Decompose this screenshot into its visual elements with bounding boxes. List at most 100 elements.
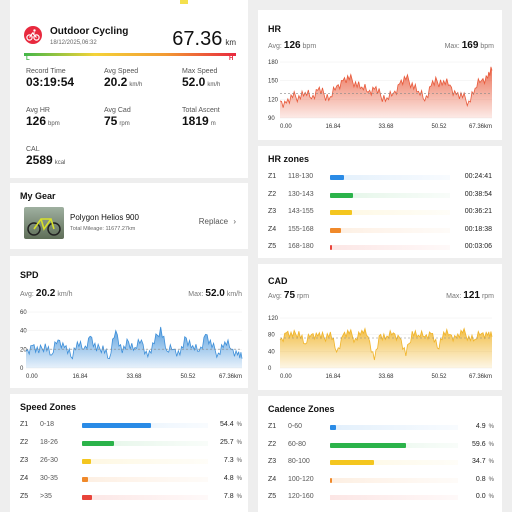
stat-value: 52.0 [182, 75, 206, 89]
cadence-zones-title: Cadence Zones [268, 404, 335, 414]
hr-x-tick-label: 67.36km [469, 124, 492, 130]
zone-value: 4.9% [476, 423, 494, 430]
stat-value: 20.2 [104, 75, 128, 89]
zone-value: 25.7% [220, 439, 242, 446]
intensity-gradient-bar [24, 53, 236, 56]
stat-label: Total Ascent [182, 107, 220, 114]
hr-x-tick-label: 33.68 [378, 124, 394, 130]
stat-value: 126 [26, 114, 47, 128]
zone-row-z1: Z1 0-60 4.9% [268, 422, 494, 434]
zone-value-number: 0.8 [475, 475, 486, 483]
zone-value-unit: % [488, 424, 494, 430]
zone-name: Z5 [268, 243, 277, 250]
cadence-x-tick-label: 50.52 [431, 374, 447, 380]
distance-value: 67.36 km [172, 28, 236, 51]
zone-bar-track [330, 175, 450, 180]
speed-max: Max: 52.0 km/h [188, 288, 242, 299]
stat-unit: km/h [129, 82, 143, 88]
speed-avg-label: Avg: [20, 291, 34, 298]
speed-avg-unit: km/h [57, 291, 73, 298]
zone-value-number: 7.8 [223, 493, 234, 500]
stat-unit: m [210, 121, 216, 127]
cadence-line [279, 327, 493, 361]
cadence-y-tick-label: 80 [268, 333, 275, 339]
activity-date: 18/12/2025,06:32 [50, 40, 97, 46]
zone-value-number: 4.9 [475, 423, 486, 430]
zone-bar-fill [330, 442, 407, 448]
zone-bar-track [330, 245, 450, 250]
zone-bar-fill [82, 459, 92, 464]
zone-range: >35 [40, 493, 52, 500]
stat-max-speed: Max Speed 52.0 km/h [182, 68, 220, 89]
zone-name: Z3 [268, 458, 277, 465]
hr-avg-unit: bpm [302, 43, 317, 50]
zone-name: Z1 [268, 423, 277, 430]
stat-label: Max Speed [182, 68, 218, 75]
speed-x-tick-label: 16.84 [72, 374, 88, 380]
zone-value-number: 0.0 [475, 493, 486, 500]
zone-value-number: 34.7 [472, 458, 486, 465]
zone-bar-fill [82, 441, 115, 446]
zone-value-unit: % [488, 441, 494, 448]
speed-max-label: Max: [188, 291, 204, 298]
cadence-y-tick-label: 120 [268, 316, 279, 322]
hr-y-tick-label: 120 [268, 97, 279, 103]
speed-max-unit: km/h [226, 291, 242, 298]
hr-chart: 180 150 120 90 0.00 16.84 33.68 50.52 67.36km [268, 60, 493, 130]
zone-bar-track [82, 477, 208, 482]
zone-row-z2: Z2 60-80 59.6% [268, 440, 494, 452]
zone-bar-track [82, 423, 208, 428]
cycling-icon [24, 26, 42, 44]
zone-row-z3: Z3 80-100 34.7% [268, 457, 494, 469]
zone-value-unit: % [488, 494, 494, 500]
zone-row-z5: Z5 120-160 0.0% [268, 492, 494, 504]
zone-value: 00:38:54 [465, 191, 492, 198]
zone-name: Z2 [268, 190, 277, 198]
zone-range: 130-143 [288, 190, 314, 198]
hr-line [279, 66, 493, 108]
speed-max-value: 52.0 [205, 288, 225, 299]
zone-bar-fill [330, 227, 341, 233]
hr-max-unit: bpm [480, 43, 494, 50]
zone-bar-fill [330, 210, 352, 215]
speed-zones-title: Speed Zones [20, 402, 77, 412]
chevron-right-icon: › [233, 217, 236, 226]
zone-range: 18-26 [40, 439, 58, 446]
zone-value-unit: % [488, 459, 494, 465]
stat-unit: bpm [48, 121, 60, 127]
zone-name: Z1 [20, 421, 29, 428]
cadence-area [280, 328, 492, 368]
zone-bar-track [330, 227, 450, 233]
cadence-x-tick-label: 16.84 [325, 374, 341, 380]
zone-value-unit: % [236, 494, 242, 500]
zone-name: Z5 [20, 493, 29, 500]
cadence-avg-value: 75 [283, 290, 296, 301]
zone-bar-track [330, 477, 458, 483]
replace-gear-button[interactable]: Replace › [199, 217, 236, 226]
speed-chart: 60 40 20 00.00 16.84 33.68 50.52 67.36km [20, 310, 243, 380]
hr-zones-title: HR zones [268, 154, 310, 164]
cadence-avg-label: Avg: [268, 293, 282, 300]
gradient-low-label: L [26, 56, 30, 62]
gear-title: My Gear [20, 191, 56, 201]
hr-x-tick-label: 0.00 [280, 124, 292, 130]
hr-avg: Avg: 126 bpm [268, 40, 316, 51]
cadence-avg-unit: rpm [296, 293, 310, 300]
zone-value-number: 00:03:06 [464, 243, 492, 250]
zone-value: 59.6% [472, 441, 494, 448]
cadence-chart-title: CAD [268, 276, 288, 286]
zone-row-z1: Z1 118-130 00:24:41 [268, 172, 492, 184]
zone-bar-track [330, 425, 458, 430]
zone-name: Z1 [268, 173, 277, 180]
gear-card: My Gear Polygon Helios 900 Total Mileage… [10, 183, 248, 249]
zone-row-z4: Z4 100-120 0.8% [268, 475, 494, 487]
speed-y-tick-label: 40 [20, 329, 27, 335]
map-edge-marker [180, 0, 188, 4]
zone-value-number: 4.8 [223, 475, 234, 482]
stat-label: Avg HR [26, 107, 50, 114]
zone-value: 34.7% [472, 458, 494, 465]
hr-chart-title: HR [268, 24, 281, 34]
speed-y-tick-label: 20 [20, 347, 27, 353]
zone-value: 00:36:21 [465, 208, 492, 215]
bike-photo [24, 207, 64, 239]
